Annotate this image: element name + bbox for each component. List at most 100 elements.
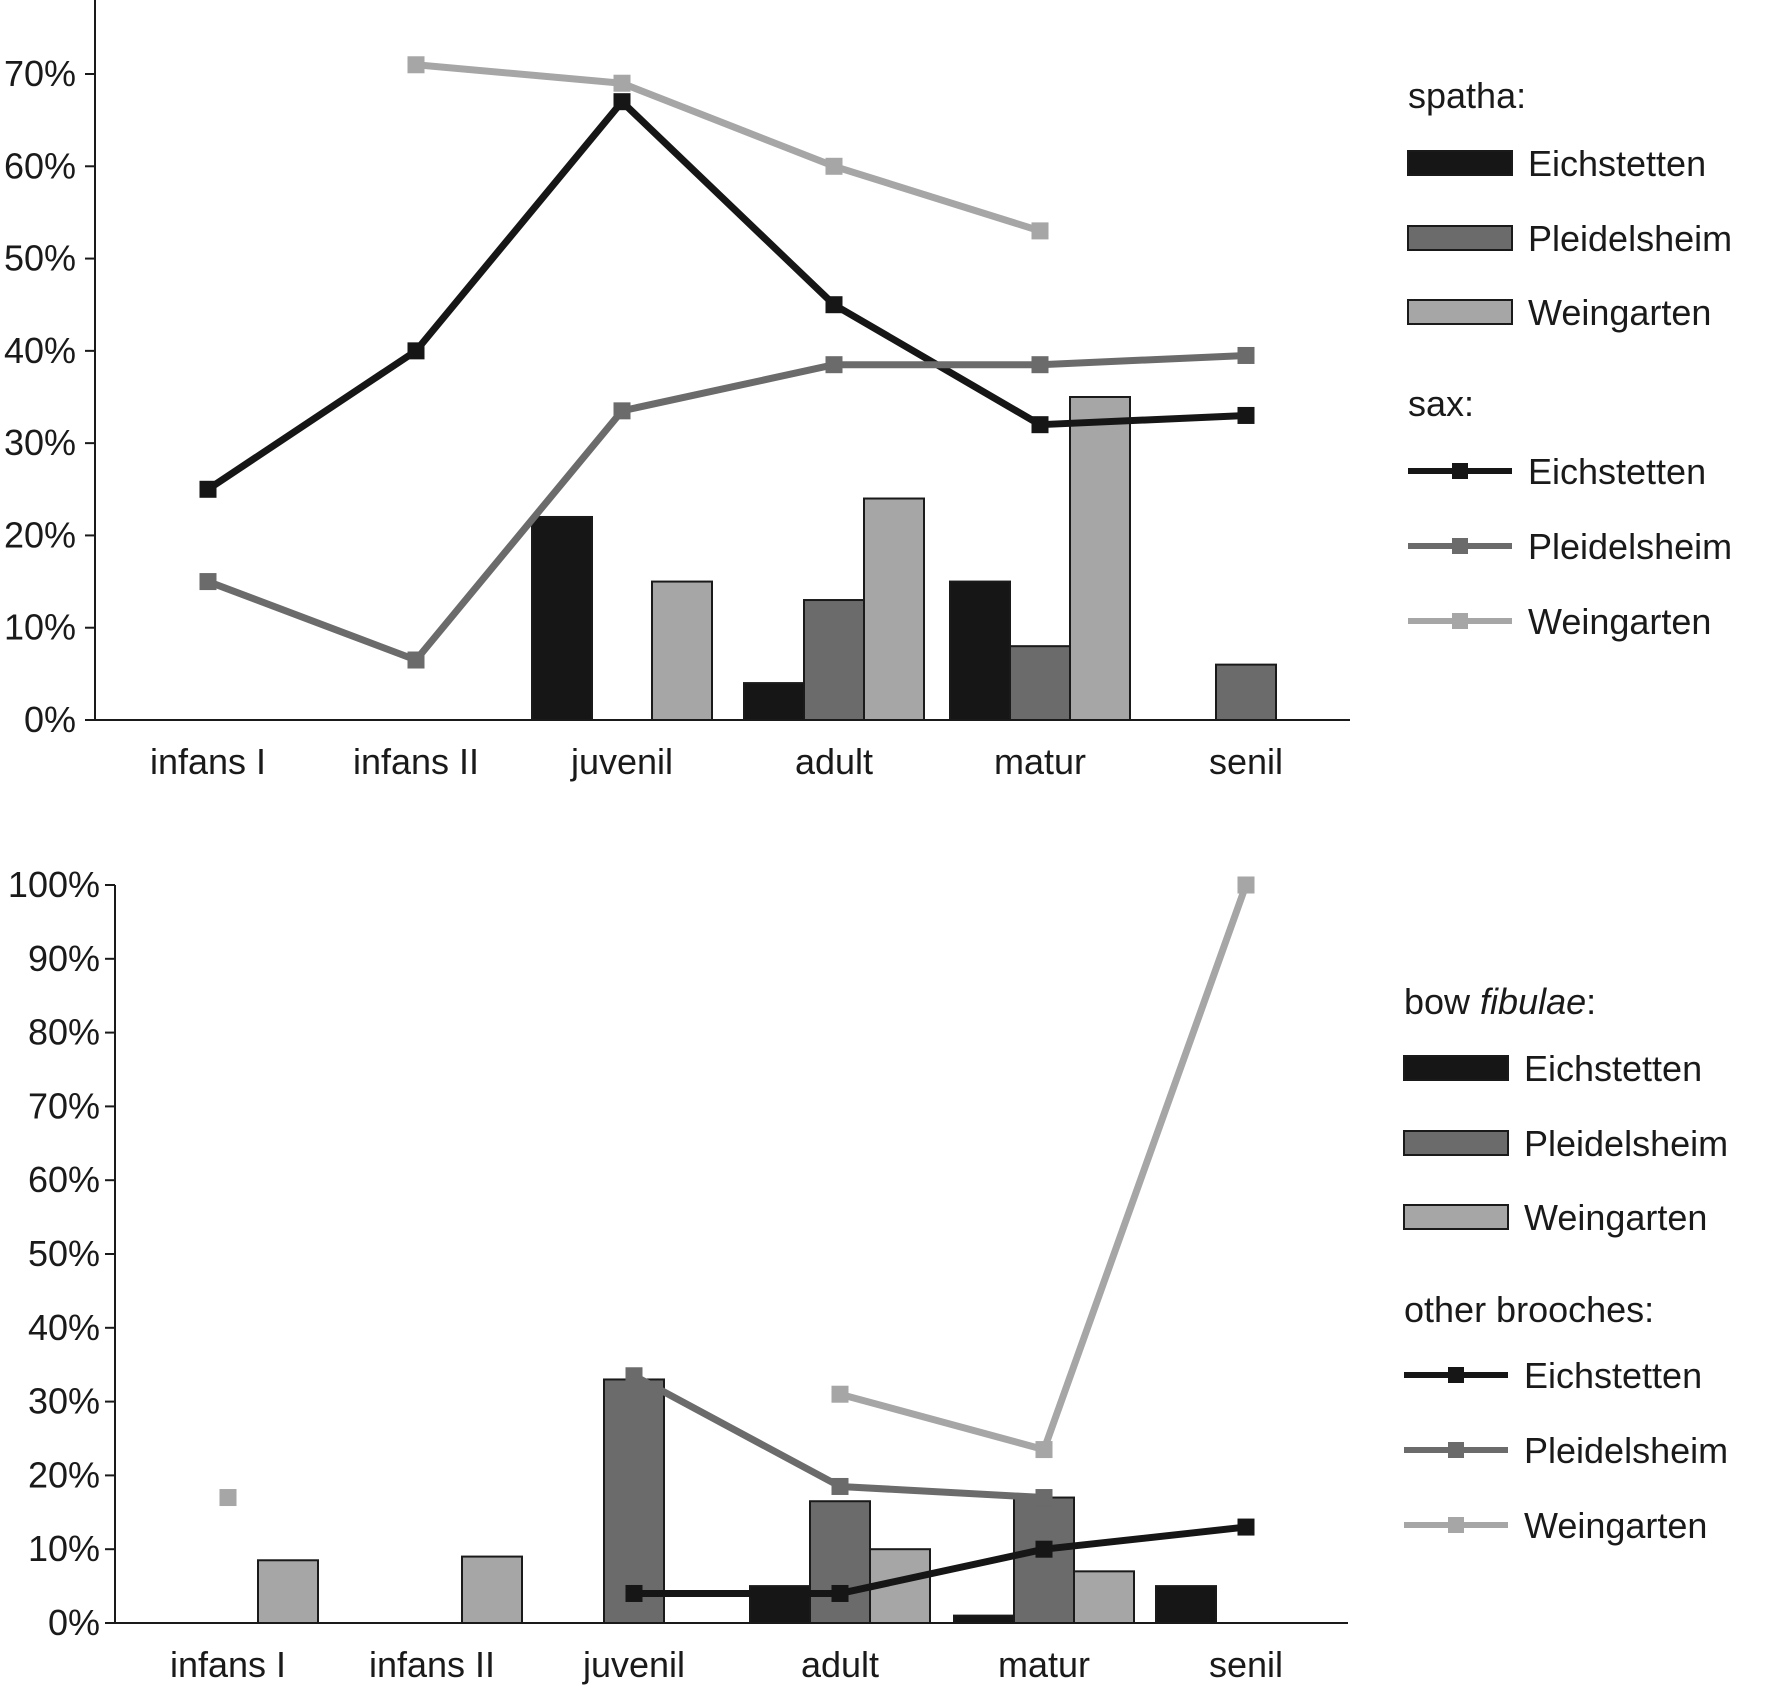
- legend-swatch-bar: [1407, 150, 1513, 176]
- bar-weingarten: [257, 1559, 319, 1625]
- x-category-label: infans I: [150, 741, 266, 782]
- bar-eichstetten: [949, 580, 1011, 721]
- legend-heading-bow: bow: [1404, 981, 1480, 1022]
- legend-label: Weingarten: [1524, 1505, 1707, 1546]
- legend-swatch-marker: [1452, 613, 1468, 629]
- x-category-label: matur: [998, 1644, 1090, 1685]
- x-axis: infans I infans II juvenil adult matur senil: [115, 1622, 1348, 1685]
- y-axis: 0% 10% 20% 30% 40% 50% 60% 70%: [4, 0, 96, 740]
- x-category-label: juvenil: [582, 1644, 685, 1685]
- line-marker-pleidelsheim: [1031, 356, 1049, 374]
- y-tick-label: 20%: [28, 1454, 100, 1495]
- y-tick-label: 40%: [28, 1307, 100, 1348]
- legend-heading-fibulae: fibulae: [1480, 981, 1586, 1022]
- line-marker-weingarten: [1035, 1441, 1053, 1459]
- line-marker-weingarten: [1237, 876, 1255, 894]
- bars-layer: [257, 1378, 1217, 1625]
- line-marker-eichstetten: [613, 93, 631, 111]
- y-tick-label: 0%: [24, 699, 76, 740]
- line-marker-weingarten: [831, 1385, 849, 1403]
- y-tick-label: 90%: [28, 938, 100, 979]
- line-marker-weingarten: [613, 74, 631, 92]
- x-category-label: senil: [1209, 1644, 1283, 1685]
- y-tick-label: 0%: [48, 1602, 100, 1643]
- bar-eichstetten: [953, 1614, 1015, 1624]
- legend-label: Pleidelsheim: [1524, 1430, 1728, 1471]
- line-weingarten: [415, 61, 1042, 235]
- line-marker-weingarten: [407, 56, 425, 74]
- y-tick-label: 70%: [4, 53, 76, 94]
- y-tick-label: 50%: [28, 1233, 100, 1274]
- legend-heading-bars: spatha:: [1408, 75, 1526, 116]
- y-tick-label: 100%: [8, 864, 100, 905]
- x-category-label: infans I: [170, 1644, 286, 1685]
- y-tick-label: 50%: [4, 238, 76, 279]
- line-marker-eichstetten: [831, 1584, 849, 1602]
- line-marker-eichstetten: [825, 296, 843, 314]
- legend-swatch-bar: [1403, 1055, 1509, 1081]
- legend-swatch-marker: [1448, 1517, 1464, 1533]
- line-weingarten: [839, 883, 1250, 1454]
- legend-swatch-marker: [1452, 538, 1468, 554]
- legend-swatch-marker: [1448, 1442, 1464, 1458]
- line-marker-pleidelsheim: [825, 356, 843, 374]
- line-pleidelsheim: [206, 351, 1247, 664]
- bar-weingarten: [461, 1555, 523, 1624]
- line-marker-pleidelsheim: [625, 1367, 643, 1385]
- legend-label: Eichstetten: [1528, 143, 1706, 184]
- line-marker-pleidelsheim: [831, 1477, 849, 1495]
- line-marker-pleidelsheim: [1237, 346, 1255, 364]
- bar-weingarten: [651, 580, 713, 721]
- x-category-label: infans II: [353, 741, 479, 782]
- line-marker-eichstetten: [625, 1584, 643, 1602]
- y-axis: 0% 10% 20% 30% 40% 50% 60% 70% 80% 90% 100%: [8, 864, 116, 1643]
- y-tick-label: 30%: [4, 422, 76, 463]
- y-tick-label: 40%: [4, 330, 76, 371]
- line-eichstetten: [206, 98, 1247, 493]
- bar-pleidelsheim: [1013, 1496, 1075, 1625]
- x-category-label: juvenil: [570, 741, 673, 782]
- bar-eichstetten: [743, 682, 805, 721]
- bar-eichstetten: [531, 515, 593, 721]
- line-eichstetten: [634, 1523, 1247, 1597]
- line-marker-eichstetten: [407, 342, 425, 360]
- bar-pleidelsheim: [803, 599, 865, 721]
- x-category-label: infans II: [369, 1644, 495, 1685]
- legend-label: Weingarten: [1528, 292, 1711, 333]
- legend-heading-lines: other brooches:: [1404, 1289, 1654, 1330]
- legend-label: Eichstetten: [1524, 1048, 1702, 1089]
- line-marker-pleidelsheim: [199, 573, 217, 591]
- bar-weingarten: [1073, 1570, 1135, 1624]
- line-marker-eichstetten: [1237, 406, 1255, 424]
- line-marker-pleidelsheim: [407, 651, 425, 669]
- legend-swatch-bar: [1407, 299, 1513, 325]
- legend-swatch-marker: [1448, 1367, 1464, 1383]
- x-category-label: adult: [795, 741, 873, 782]
- line-marker-eichstetten: [199, 480, 217, 498]
- line-marker-eichstetten: [1035, 1540, 1053, 1558]
- bars-layer: [531, 396, 1277, 722]
- bar-weingarten: [1069, 396, 1131, 721]
- legend-heading-bars: bow fibulae:: [1404, 981, 1596, 1022]
- line-marker-pleidelsheim: [613, 402, 631, 420]
- bar-eichstetten: [1155, 1585, 1217, 1624]
- legend-swatch-bar: [1403, 1204, 1509, 1230]
- legend: bow fibulae: other brooches: Eichstetten…: [1403, 981, 1728, 1546]
- y-tick-label: 30%: [28, 1381, 100, 1422]
- legend-swatch-bar: [1403, 1130, 1509, 1156]
- legend-swatch-marker: [1452, 463, 1468, 479]
- legend-heading-lines: sax:: [1408, 383, 1474, 424]
- y-tick-label: 80%: [28, 1012, 100, 1053]
- bar-pleidelsheim: [1009, 645, 1071, 722]
- legend-label: Pleidelsheim: [1524, 1123, 1728, 1164]
- x-axis: infans I infans II juvenil adult matur senil: [95, 719, 1350, 782]
- bar-pleidelsheim: [809, 1500, 871, 1624]
- legend-label: Pleidelsheim: [1528, 218, 1732, 259]
- x-category-label: adult: [801, 1644, 879, 1685]
- legend-heading-colon: :: [1586, 981, 1596, 1022]
- legend: spatha: sax: Eichstetten Pleidelsheim Wein…: [1407, 75, 1732, 642]
- y-tick-label: 70%: [28, 1085, 100, 1126]
- x-category-label: senil: [1209, 741, 1283, 782]
